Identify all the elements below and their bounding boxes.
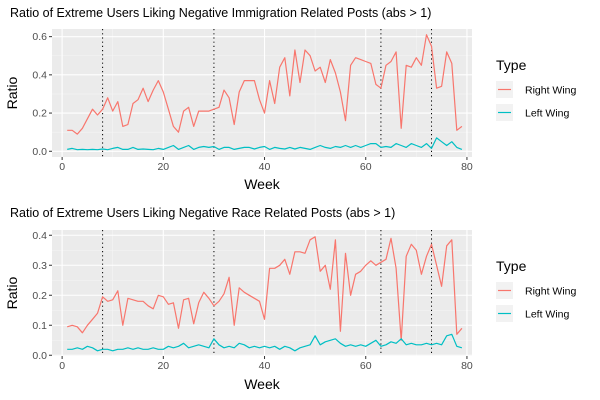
x-tick-label: 80 <box>461 161 473 173</box>
y-tick-label: 0.0 <box>32 146 47 158</box>
x-tick-label: 80 <box>461 360 473 372</box>
legend: Type Right Wing Left Wing <box>496 258 577 322</box>
legend-entry-right-wing: Right Wing <box>525 85 577 97</box>
x-tick-label: 40 <box>259 360 271 372</box>
y-tick-label: 0.3 <box>32 260 47 272</box>
chart-title: Ratio of Extreme Users Liking Negative R… <box>10 206 395 220</box>
x-tick-label: 20 <box>157 161 169 173</box>
chart-title: Ratio of Extreme Users Liking Negative I… <box>10 6 431 20</box>
y-tick-label: 0.1 <box>32 320 47 332</box>
legend-title: Type <box>496 258 527 274</box>
x-axis-title: Week <box>244 376 281 392</box>
y-axis-title: Ratio <box>4 76 20 109</box>
x-tick-label: 60 <box>360 161 372 173</box>
series-line-left-wing <box>67 137 463 151</box>
y-tick-label: 0.2 <box>32 290 47 302</box>
y-tick-label: 0.6 <box>32 31 47 43</box>
y-axis-title: Ratio <box>4 276 20 309</box>
series-line-left-wing <box>67 333 463 352</box>
chart-1: 0 20 40 60 80 0.0 0.2 0.4 0.6 Ratio of Extreme Us… <box>4 6 577 192</box>
y-tick-label: 0.2 <box>32 108 47 120</box>
chart-2: 0 20 40 60 80 0.0 0.1 0.2 0.3 0.4 Ratio of Extreme… <box>4 206 577 392</box>
x-tick-label: 40 <box>259 161 271 173</box>
legend-entry-left-wing: Left Wing <box>525 108 570 120</box>
series-line-right-wing <box>67 236 463 341</box>
legend-title: Type <box>496 57 527 73</box>
y-tick-label: 0.4 <box>32 69 47 81</box>
x-tick-label: 0 <box>59 161 65 173</box>
y-tick-label: 0.0 <box>32 350 47 362</box>
legend-entry-right-wing: Right Wing <box>525 286 577 298</box>
series-line-right-wing <box>67 34 463 135</box>
legend: Type Right Wing Left Wing <box>496 57 577 121</box>
plot-panel <box>52 29 472 157</box>
y-tick-label: 0.4 <box>32 230 47 242</box>
x-tick-label: 0 <box>59 360 65 372</box>
x-axis-title: Week <box>244 176 281 192</box>
x-tick-label: 20 <box>157 360 169 372</box>
legend-entry-left-wing: Left Wing <box>525 309 570 321</box>
x-tick-label: 60 <box>360 360 372 372</box>
